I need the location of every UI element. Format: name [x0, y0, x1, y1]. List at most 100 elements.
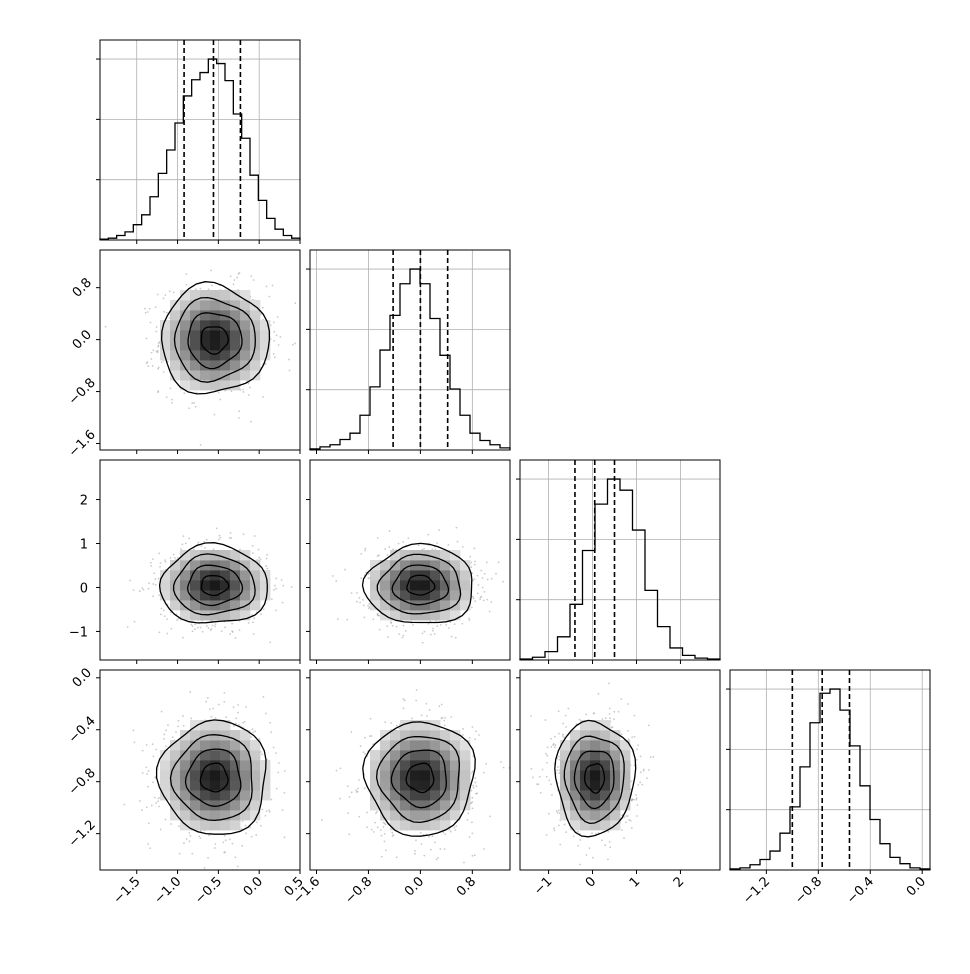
scatter-point: [157, 800, 160, 803]
density-cell: [380, 580, 391, 591]
scatter-point: [578, 718, 581, 721]
scatter-point: [370, 828, 373, 831]
contour-line: [390, 749, 447, 809]
scatter-point: [363, 787, 366, 790]
density-cell: [190, 730, 201, 741]
scatter-point: [158, 631, 161, 634]
scatter-point: [238, 410, 241, 413]
density-cell: [400, 770, 411, 781]
scatter-point: [607, 830, 610, 833]
density-cell: [560, 740, 571, 751]
scatter-point: [390, 722, 393, 724]
scatter-point: [366, 811, 368, 814]
scatter-point: [262, 396, 264, 398]
histogram-panel-1: [306, 249, 511, 454]
scatter-point: [129, 579, 131, 582]
scatter-point: [126, 626, 129, 628]
density-cell: [420, 780, 431, 791]
scatter-point: [213, 847, 216, 849]
density-cell: [190, 600, 201, 611]
scatter-point: [189, 834, 192, 837]
scatter-point: [262, 695, 265, 698]
histogram-step-1: [309, 268, 511, 450]
density-cell: [430, 610, 441, 621]
scatter-point: [203, 866, 206, 869]
scatter-point: [401, 636, 404, 639]
density-cell: [170, 560, 181, 571]
scatter-point: [435, 858, 438, 861]
scatter-point: [437, 856, 439, 859]
scatter-point: [440, 703, 443, 706]
scatter-point: [454, 829, 457, 832]
scatter-point: [488, 610, 491, 613]
scatter-point: [268, 295, 271, 298]
scatter-point: [190, 623, 193, 626]
scatter-point: [269, 641, 272, 644]
scatter-point: [372, 618, 375, 621]
scatter-point: [252, 731, 255, 734]
x-tick-label: −1.5: [111, 874, 144, 907]
scatter-point: [251, 552, 254, 555]
density-cell: [260, 320, 271, 331]
density-cell: [240, 810, 251, 821]
scatter-point: [443, 724, 446, 727]
density-cell: [600, 770, 611, 781]
scatter-panel-1-0: [96, 249, 301, 454]
scatter-point: [384, 721, 387, 724]
scatter-point: [609, 846, 612, 849]
scatter-point: [383, 840, 386, 843]
scatter-point: [150, 564, 153, 567]
scatter-point: [384, 548, 387, 550]
scatter-point: [552, 744, 555, 746]
density-cell: [260, 590, 271, 601]
contour-line: [554, 719, 637, 838]
scatter-point: [432, 629, 434, 632]
density-cell: [180, 580, 191, 591]
scatter-point: [238, 629, 241, 631]
scatter-point: [183, 392, 186, 395]
density-cell: [230, 550, 241, 561]
scatter-point: [471, 801, 474, 803]
scatter-point: [378, 614, 380, 617]
scatter-point: [347, 812, 350, 814]
density-cell: [180, 550, 191, 561]
scatter-point: [159, 562, 162, 564]
scatter-point: [260, 613, 262, 616]
panel-content: [321, 689, 510, 864]
scatter-point: [627, 738, 630, 741]
density-cell: [200, 750, 211, 761]
density-cell: [250, 780, 261, 791]
density-cell: [410, 820, 421, 831]
scatter-point: [181, 715, 184, 717]
density-cell: [610, 730, 621, 741]
density-cell: [460, 740, 471, 751]
x-tick-label: 0.0: [402, 874, 427, 899]
density-cell: [200, 580, 211, 591]
x-tick-label: 0: [583, 874, 599, 890]
density-cell: [590, 780, 601, 791]
scatter-point: [425, 715, 428, 718]
density-cell: [440, 780, 451, 791]
scatter-point: [155, 802, 158, 804]
density-cell: [170, 750, 181, 761]
scatter-point: [275, 577, 278, 580]
scatter-point: [470, 789, 473, 792]
scatter-point: [231, 622, 234, 625]
scatter-point: [468, 617, 470, 620]
density-cell: [370, 580, 381, 591]
density-cell: [400, 790, 411, 801]
scatter-point: [261, 753, 263, 756]
density-cell: [460, 590, 471, 601]
density-cell: [220, 350, 231, 361]
scatter-point: [164, 559, 166, 561]
density-cell: [180, 780, 191, 791]
scatter-point: [530, 767, 533, 770]
density-cell: [250, 360, 261, 371]
scatter-point: [471, 595, 474, 598]
scatter-point: [402, 541, 405, 543]
scatter-point: [376, 826, 379, 829]
x-tick-label: 0.0: [904, 874, 929, 899]
scatter-point: [178, 825, 180, 828]
density-cell: [250, 760, 261, 771]
density-cell: [420, 600, 431, 611]
